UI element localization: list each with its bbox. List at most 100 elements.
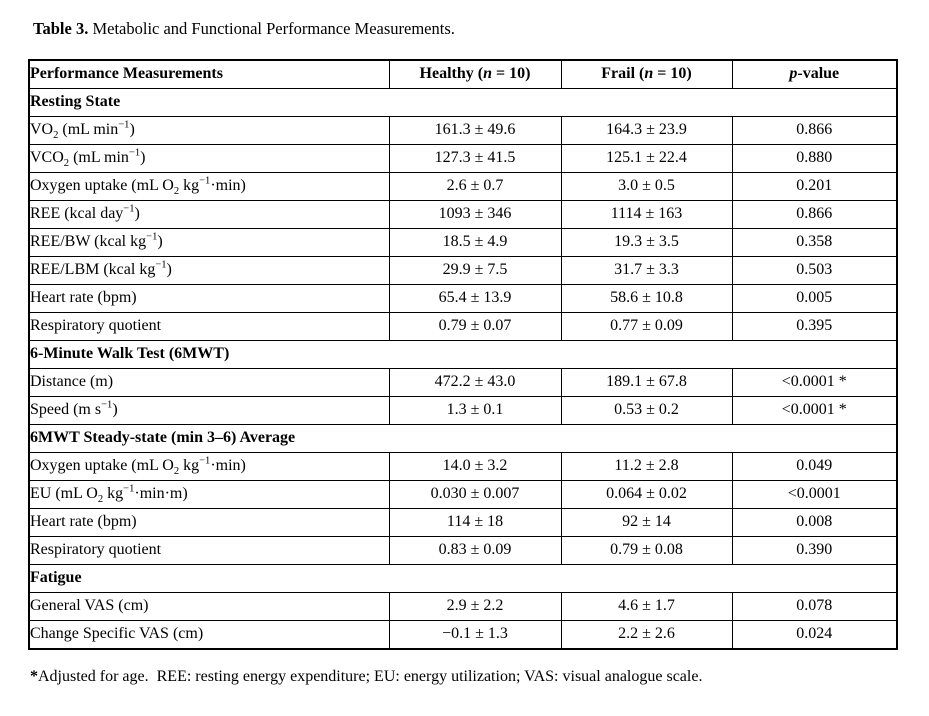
section-title: 6-Minute Walk Test (6MWT): [28, 340, 898, 369]
p-value: 0.358: [731, 228, 898, 257]
measurement-label: Speed (m s−1): [28, 396, 390, 425]
healthy-value: 161.3 ± 49.6: [388, 116, 562, 145]
measurement-label: VO2 (mL min−1): [28, 116, 390, 145]
frail-value: 2.2 ± 2.6: [560, 620, 733, 650]
table-row: VCO2 (mL min−1) 127.3 ± 41.5 125.1 ± 22.4 0…: [28, 144, 898, 173]
healthy-value: 1093 ± 346: [388, 200, 562, 229]
measurement-label: VCO2 (mL min−1): [28, 144, 390, 173]
healthy-value: 472.2 ± 43.0: [388, 368, 562, 397]
healthy-value: 114 ± 18: [388, 508, 562, 537]
measurement-label: EU (mL O2 kg−1·min·m): [28, 480, 390, 509]
measurement-label: REE (kcal day−1): [28, 200, 390, 229]
p-value: 0.503: [731, 256, 898, 285]
section-title: Fatigue: [28, 564, 898, 593]
table-body: Resting State VO2 (mL min−1) 161.3 ± 49.6 1…: [28, 88, 898, 650]
healthy-value: 29.9 ± 7.5: [388, 256, 562, 285]
section-title: 6MWT Steady-state (min 3–6) Average: [28, 424, 898, 453]
p-value: 0.049: [731, 452, 898, 481]
healthy-value: −0.1 ± 1.3: [388, 620, 562, 650]
table-row: Oxygen uptake (mL O2 kg−1·min) 2.6 ± 0.7 3…: [28, 172, 898, 201]
frail-value: 3.0 ± 0.5: [560, 172, 733, 201]
p-value: <0.0001: [731, 480, 898, 509]
table-row: Speed (m s−1) 1.3 ± 0.1 0.53 ± 0.2 <0.0001 …: [28, 396, 898, 425]
table-row: Distance (m) 472.2 ± 43.0 189.1 ± 67.8 <0.0…: [28, 368, 898, 397]
p-value: 0.008: [731, 508, 898, 537]
table-row: REE/BW (kcal kg−1) 18.5 ± 4.9 19.3 ± 3.5 0.…: [28, 228, 898, 257]
measurement-label: Distance (m): [28, 368, 390, 397]
frail-value: 0.77 ± 0.09: [560, 312, 733, 341]
table-row: General VAS (cm) 2.9 ± 2.2 4.6 ± 1.7 0.078: [28, 592, 898, 621]
table-row: Respiratory quotient 0.83 ± 0.09 0.79 ± 0.…: [28, 536, 898, 565]
p-value: 0.005: [731, 284, 898, 313]
measurement-label: General VAS (cm): [28, 592, 390, 621]
col-header-pvalue: p-value: [731, 59, 898, 89]
p-value: 0.866: [731, 116, 898, 145]
section-header-row: 6MWT Steady-state (min 3–6) Average: [28, 424, 898, 453]
frail-value: 189.1 ± 67.8: [560, 368, 733, 397]
healthy-value: 1.3 ± 0.1: [388, 396, 562, 425]
p-value: <0.0001 *: [731, 368, 898, 397]
frail-value: 164.3 ± 23.9: [560, 116, 733, 145]
table-caption-text: Metabolic and Functional Performance Mea…: [88, 19, 455, 38]
measurement-label: Heart rate (bpm): [28, 284, 390, 313]
healthy-value: 0.79 ± 0.07: [388, 312, 562, 341]
healthy-value: 18.5 ± 4.9: [388, 228, 562, 257]
section-header-row: 6-Minute Walk Test (6MWT): [28, 340, 898, 369]
frail-value: 1114 ± 163: [560, 200, 733, 229]
p-value: 0.201: [731, 172, 898, 201]
table-row: Oxygen uptake (mL O2 kg−1·min) 14.0 ± 3.2…: [28, 452, 898, 481]
measurement-label: Heart rate (bpm): [28, 508, 390, 537]
p-value: 0.866: [731, 200, 898, 229]
p-value: 0.078: [731, 592, 898, 621]
healthy-value: 65.4 ± 13.9: [388, 284, 562, 313]
measurement-label: REE/LBM (kcal kg−1): [28, 256, 390, 285]
table-row: Heart rate (bpm) 65.4 ± 13.9 58.6 ± 10.8 0.…: [28, 284, 898, 313]
header-row: Performance Measurements Healthy (n = 10…: [28, 59, 898, 89]
measurement-label: Respiratory quotient: [28, 536, 390, 565]
performance-table: Performance Measurements Healthy (n = 10…: [28, 59, 898, 650]
p-value: 0.024: [731, 620, 898, 650]
table-row: Heart rate (bpm) 114 ± 18 92 ± 14 0.008: [28, 508, 898, 537]
frail-value: 11.2 ± 2.8: [560, 452, 733, 481]
table-caption-number: Table 3.: [33, 19, 89, 38]
healthy-value: 14.0 ± 3.2: [388, 452, 562, 481]
table-row: Respiratory quotient 0.79 ± 0.07 0.77 ± 0.…: [28, 312, 898, 341]
healthy-value: 2.9 ± 2.2: [388, 592, 562, 621]
section-title: Resting State: [28, 88, 898, 117]
col-header-frail: Frail (n = 10): [560, 59, 733, 89]
measurement-label: Oxygen uptake (mL O2 kg−1·min): [28, 172, 390, 201]
p-value: 0.395: [731, 312, 898, 341]
p-value: <0.0001 *: [731, 396, 898, 425]
measurement-label: Change Specific VAS (cm): [28, 620, 390, 650]
p-value: 0.880: [731, 144, 898, 173]
frail-value: 92 ± 14: [560, 508, 733, 537]
table-caption: Table 3. Metabolic and Functional Perfor…: [33, 19, 455, 39]
table-row: EU (mL O2 kg−1·min·m) 0.030 ± 0.007 0.064 …: [28, 480, 898, 509]
footnote-asterisk: *: [30, 668, 38, 685]
frail-value: 0.53 ± 0.2: [560, 396, 733, 425]
table-row: Change Specific VAS (cm) −0.1 ± 1.3 2.2 ± …: [28, 620, 898, 650]
healthy-value: 2.6 ± 0.7: [388, 172, 562, 201]
frail-value: 0.79 ± 0.08: [560, 536, 733, 565]
table-row: VO2 (mL min−1) 161.3 ± 49.6 164.3 ± 23.9 0.…: [28, 116, 898, 145]
footnote: *Adjusted for age. REE: resting energy e…: [30, 668, 702, 686]
frail-value: 58.6 ± 10.8: [560, 284, 733, 313]
frail-value: 0.064 ± 0.02: [560, 480, 733, 509]
healthy-value: 0.83 ± 0.09: [388, 536, 562, 565]
p-value: 0.390: [731, 536, 898, 565]
table-row: REE (kcal day−1) 1093 ± 346 1114 ± 163 0.86…: [28, 200, 898, 229]
measurement-label: Respiratory quotient: [28, 312, 390, 341]
frail-value: 4.6 ± 1.7: [560, 592, 733, 621]
frail-value: 31.7 ± 3.3: [560, 256, 733, 285]
frail-value: 19.3 ± 3.5: [560, 228, 733, 257]
section-header-row: Fatigue: [28, 564, 898, 593]
healthy-value: 0.030 ± 0.007: [388, 480, 562, 509]
footnote-text: Adjusted for age. REE: resting energy ex…: [38, 668, 703, 685]
col-header-healthy: Healthy (n = 10): [388, 59, 562, 89]
section-header-row: Resting State: [28, 88, 898, 117]
frail-value: 125.1 ± 22.4: [560, 144, 733, 173]
measurement-label: Oxygen uptake (mL O2 kg−1·min): [28, 452, 390, 481]
table-row: REE/LBM (kcal kg−1) 29.9 ± 7.5 31.7 ± 3.3 0…: [28, 256, 898, 285]
col-header-measurements: Performance Measurements: [28, 59, 390, 89]
